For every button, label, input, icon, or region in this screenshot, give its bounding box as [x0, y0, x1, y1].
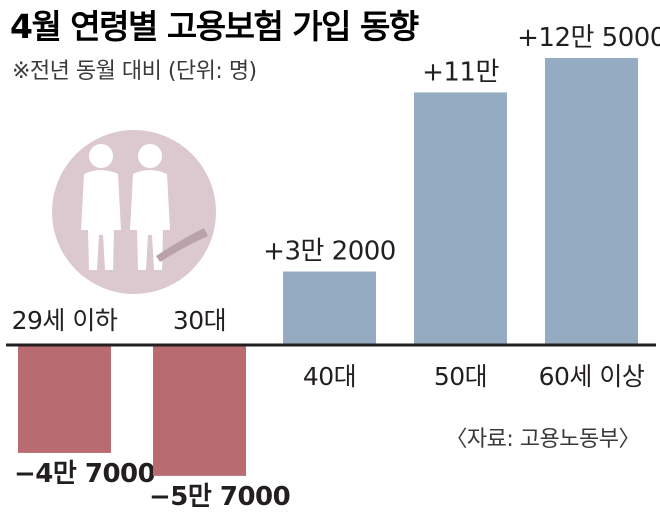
bar-3 [283, 271, 376, 345]
chart-subtitle: ※전년 동월 대비 (단위: 명) [12, 59, 257, 84]
value-label-1: −4만 7000 [14, 459, 155, 489]
category-label-4: 50대 [434, 362, 487, 391]
bar-2 [153, 345, 246, 476]
category-label-5: 60세 이상 [539, 362, 645, 391]
people-illustration-icon [52, 130, 216, 294]
category-label-1: 29세 이하 [12, 306, 118, 335]
chart-title: 4월 연령별 고용보험 가입 동향 [10, 7, 419, 46]
bars-group: −4만 7000 29세 이하 −5만 7000 30대 +3만 2000 40대 +11만… [12, 23, 660, 512]
value-label-3: +3만 2000 [263, 237, 396, 267]
value-label-2: −5만 7000 [149, 482, 290, 512]
value-label-5: +12만 5000 [517, 23, 660, 53]
source-note: 〈자료: 고용노동부〉 [445, 427, 640, 452]
bar-1 [18, 345, 111, 453]
bar-4 [414, 92, 507, 345]
bar-5 [545, 58, 638, 345]
value-label-4: +11만 [422, 57, 499, 87]
category-label-3: 40대 [303, 362, 356, 391]
category-label-2: 30대 [173, 306, 226, 335]
